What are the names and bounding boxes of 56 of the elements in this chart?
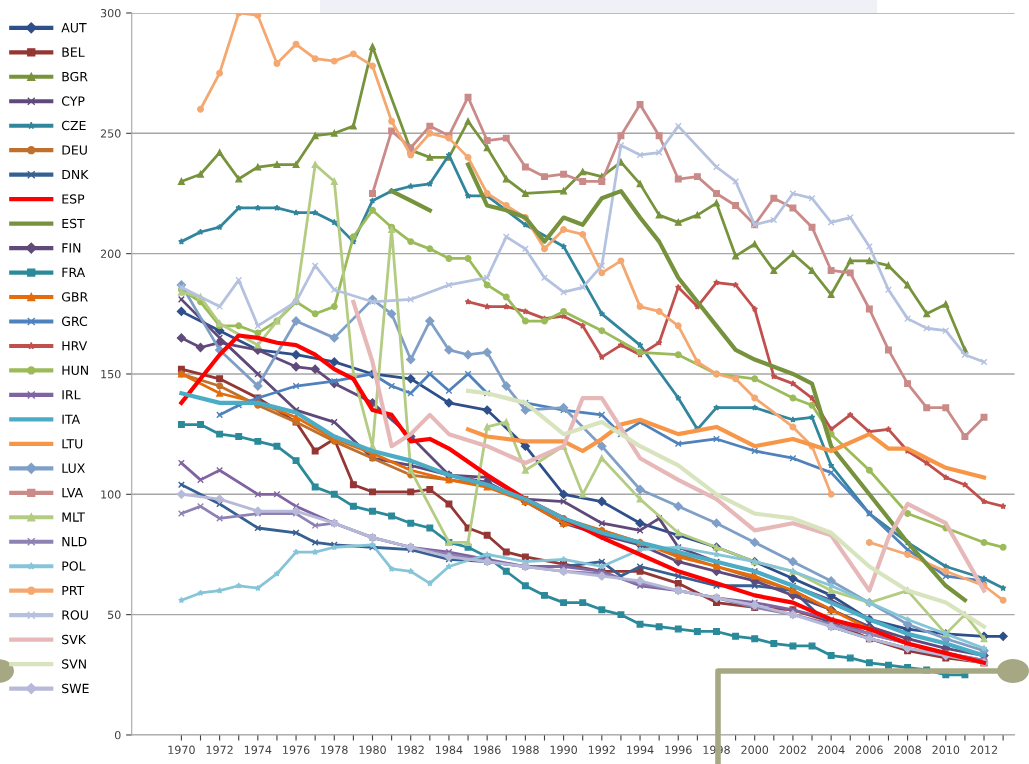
legend-label: LVA xyxy=(62,488,84,498)
legend-label: GRC xyxy=(61,316,88,327)
legend-label: DNK xyxy=(62,169,89,180)
legend-label: LUX xyxy=(62,463,85,473)
x-tick-label: 1974 xyxy=(244,745,272,754)
legend-label: ESP xyxy=(62,194,85,204)
x-tick-label: 1990 xyxy=(550,745,577,754)
x-tick-label: 1992 xyxy=(588,745,615,754)
legend-label: BEL xyxy=(62,47,85,57)
legend-label: PRT xyxy=(62,585,85,596)
legend-label: ROU xyxy=(62,610,88,620)
x-tick-label: 1970 xyxy=(168,745,195,754)
legend-label: SVK xyxy=(62,634,87,645)
legend-label: FRA xyxy=(62,267,86,277)
x-tick-label: 2008 xyxy=(894,745,921,754)
x-tick-label: 1976 xyxy=(283,745,310,754)
x-tick-label: 2004 xyxy=(817,745,845,754)
x-tick-label: 2010 xyxy=(932,745,960,754)
y-tick-label: 300 xyxy=(100,8,121,18)
y-tick-label: 50 xyxy=(108,610,121,620)
x-tick-label: 1988 xyxy=(512,745,539,754)
legend-label: CZE xyxy=(61,120,86,131)
legend-label: POL xyxy=(62,561,86,571)
x-tick-label: 1972 xyxy=(206,745,233,754)
y-tick-label: 250 xyxy=(100,129,121,138)
legend-label: EST xyxy=(62,218,85,229)
y-tick-label: 200 xyxy=(100,249,121,259)
y-tick-label: 0 xyxy=(114,730,121,740)
legend-label: CYP xyxy=(61,96,85,106)
x-tick-label: 2002 xyxy=(779,745,806,754)
legend-label: BGR xyxy=(62,71,88,82)
x-tick-label: 2006 xyxy=(856,745,883,754)
x-tick-label: 2012 xyxy=(970,745,998,754)
legend-label: FIN xyxy=(62,243,81,253)
x-tick-label: 1978 xyxy=(321,745,348,754)
legend-label: SVN xyxy=(62,659,86,669)
legend-label: GBR xyxy=(61,292,88,302)
legend-label: AUT xyxy=(61,23,87,33)
legend-label: IRL xyxy=(62,390,81,400)
legend-label: MLT xyxy=(62,512,85,522)
legend-label: LTU xyxy=(62,439,83,449)
legend-label: HRV xyxy=(62,341,88,351)
legend-label: ITA xyxy=(62,414,81,424)
x-tick-label: 2000 xyxy=(741,745,769,754)
y-tick-label: 100 xyxy=(101,490,121,499)
legend-label: HUN xyxy=(62,365,88,375)
y-tick-label: 150 xyxy=(101,369,121,379)
x-tick-label: 1984 xyxy=(436,745,463,754)
x-tick-label: 1986 xyxy=(474,745,501,754)
x-tick-label: 1982 xyxy=(397,745,424,754)
x-tick-label: 1994 xyxy=(627,745,654,754)
legend-label: SWE xyxy=(62,683,89,694)
x-tick-label: 1980 xyxy=(359,745,386,754)
legend-label: DEU xyxy=(62,145,87,155)
legend-label: NLD xyxy=(62,537,87,547)
x-tick-label: 1996 xyxy=(665,745,692,754)
